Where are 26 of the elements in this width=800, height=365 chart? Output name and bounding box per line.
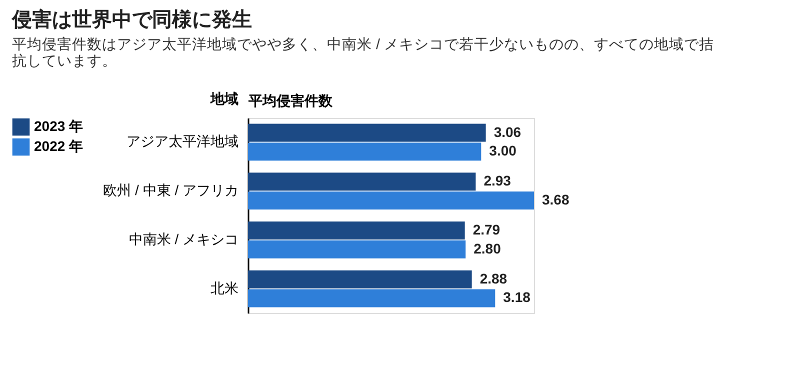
data-label: 2.79 xyxy=(472,222,500,238)
bar xyxy=(248,222,465,240)
bar xyxy=(248,240,466,258)
chart-title: 侵害は世界中で同様に発生 xyxy=(11,8,252,31)
bar xyxy=(248,191,534,210)
bar xyxy=(248,142,482,161)
legend-label: 2023 年 xyxy=(34,118,84,134)
y-tick-label: アジア太平洋地域 xyxy=(126,133,238,150)
data-label: 2.80 xyxy=(474,240,502,256)
bar xyxy=(248,124,486,142)
x-axis-title: 平均侵害件数 xyxy=(248,92,334,108)
bar xyxy=(248,270,472,288)
data-label: 2.93 xyxy=(484,172,512,189)
bar xyxy=(248,289,496,308)
y-axis-title: 地域 xyxy=(210,90,238,106)
data-label: 2.88 xyxy=(480,270,508,286)
y-tick-label: 欧州 / 中東 / アフリカ xyxy=(103,182,238,198)
legend-label: 2022 年 xyxy=(34,138,84,154)
data-label: 3.18 xyxy=(503,289,531,306)
data-label: 3.68 xyxy=(542,191,570,208)
bar xyxy=(248,172,476,191)
y-tick-label: 中南米 / メキシコ xyxy=(128,230,238,247)
chart-subtitle: 平均侵害件数はアジア太平洋地域でやや多く、中南米 / メキシコで若干少ないものの、すべての地域で拮抗しています。 xyxy=(12,36,714,70)
data-label: 3.00 xyxy=(489,142,517,159)
data-label: 3.06 xyxy=(494,124,522,140)
y-tick-label: 北米 xyxy=(210,280,238,296)
